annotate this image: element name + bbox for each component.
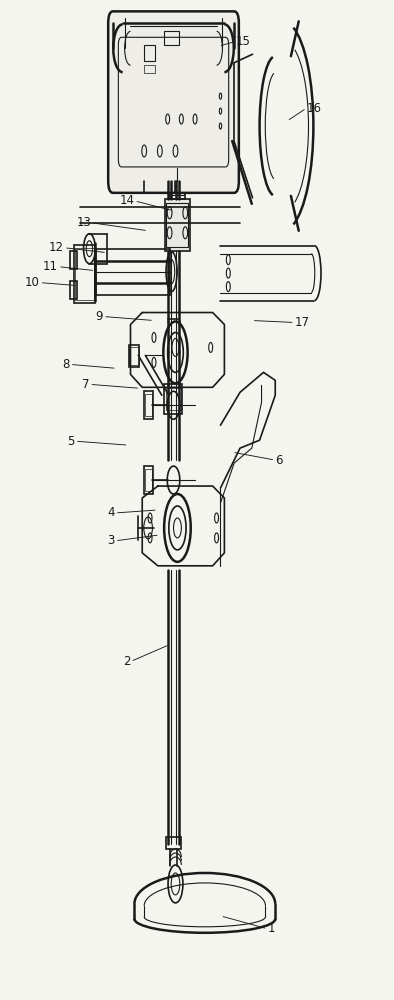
- Text: 3: 3: [108, 534, 115, 547]
- Text: 17: 17: [295, 316, 310, 329]
- Text: 9: 9: [96, 310, 103, 323]
- Text: 1: 1: [268, 922, 275, 935]
- Text: 5: 5: [67, 435, 75, 448]
- Text: 4: 4: [107, 506, 115, 519]
- Bar: [74, 245, 95, 303]
- Bar: [166, 388, 180, 410]
- Bar: [129, 347, 139, 365]
- Bar: [145, 394, 152, 416]
- Bar: [144, 45, 155, 61]
- Bar: [128, 345, 139, 367]
- Text: 6: 6: [275, 454, 283, 467]
- Bar: [167, 837, 180, 849]
- Bar: [165, 199, 190, 251]
- Text: 13: 13: [76, 216, 91, 229]
- Bar: [75, 248, 94, 300]
- Text: 11: 11: [43, 260, 58, 273]
- Bar: [167, 203, 188, 247]
- Text: 7: 7: [82, 378, 89, 391]
- Bar: [144, 466, 153, 494]
- Bar: [70, 281, 77, 299]
- Bar: [164, 31, 179, 45]
- Text: 15: 15: [236, 35, 251, 48]
- Text: 12: 12: [49, 241, 64, 254]
- Text: 8: 8: [63, 358, 70, 371]
- FancyBboxPatch shape: [108, 11, 239, 193]
- Bar: [144, 65, 155, 73]
- Text: 2: 2: [123, 655, 130, 668]
- Text: 10: 10: [25, 276, 40, 289]
- Bar: [70, 251, 77, 269]
- Bar: [171, 185, 184, 195]
- Text: 16: 16: [307, 102, 322, 115]
- Bar: [164, 384, 182, 414]
- Text: 14: 14: [119, 194, 134, 207]
- Bar: [169, 181, 185, 199]
- Bar: [144, 391, 153, 419]
- Bar: [145, 469, 152, 491]
